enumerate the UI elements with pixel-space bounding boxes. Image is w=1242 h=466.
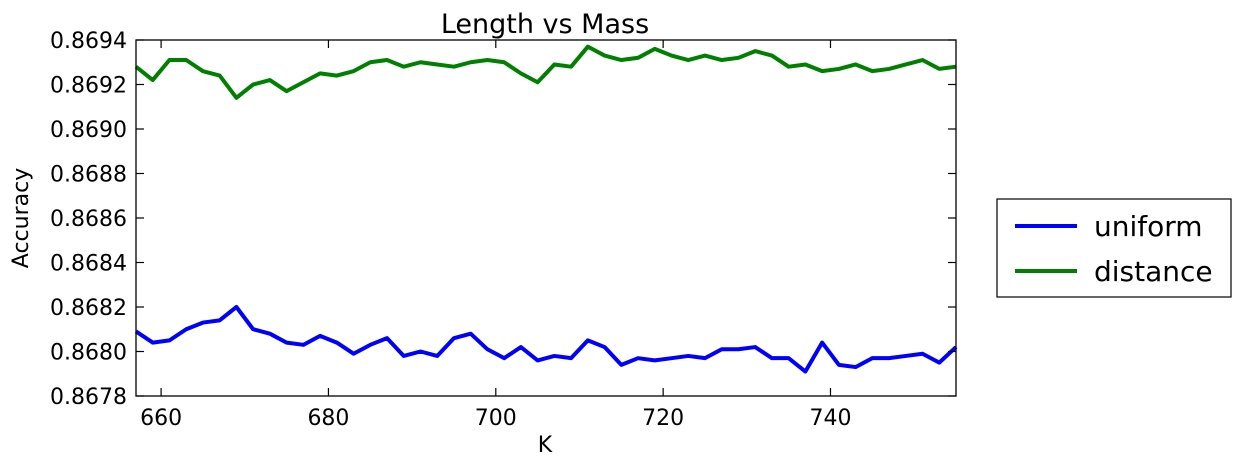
y-tick-label: 0.8692 (50, 74, 127, 99)
legend-label-distance: distance (1094, 255, 1213, 288)
x-tick-label: 740 (809, 406, 851, 431)
x-tick-label: 700 (475, 406, 517, 431)
x-tick-label: 720 (642, 406, 684, 431)
chart-title: Length vs Mass (441, 9, 649, 40)
x-tick-label: 660 (140, 406, 182, 431)
series-line-uniform (134, 305, 958, 374)
y-tick-label: 0.8684 (50, 252, 127, 277)
series-line-distance (134, 44, 957, 100)
y-axis-title: Accuracy (9, 168, 34, 268)
plot-frame (135, 39, 957, 397)
y-tick-label: 0.8682 (50, 296, 127, 321)
legend-frame (996, 198, 1232, 298)
y-tick-label: 0.8686 (50, 207, 127, 232)
x-tick-label: 680 (307, 406, 349, 431)
legend: uniform distance (996, 198, 1232, 298)
y-tick-label: 0.8690 (50, 118, 127, 143)
plot-area: 660 680 700 720 740 0.8678 0.8680 0.8682 0.8684 0… (50, 29, 958, 431)
y-tick-label: 0.8688 (50, 163, 127, 188)
y-tick-label: 0.8678 (50, 385, 127, 410)
legend-label-uniform: uniform (1094, 210, 1203, 243)
x-axis-title: K (538, 433, 553, 458)
y-tick-label: 0.8680 (50, 341, 127, 366)
y-tick-label: 0.8694 (50, 29, 127, 54)
